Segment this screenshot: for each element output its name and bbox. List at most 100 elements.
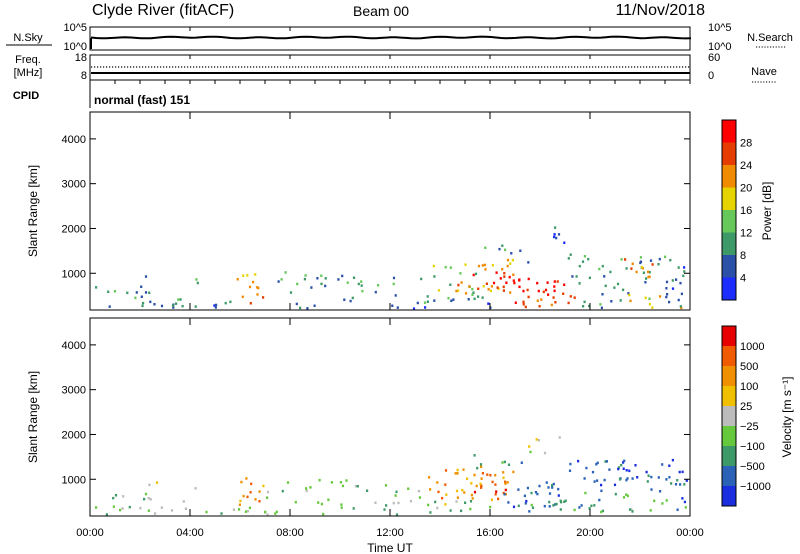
heatmap-cell bbox=[343, 298, 346, 301]
heatmap-cell bbox=[563, 500, 566, 503]
heatmap-cell bbox=[635, 270, 638, 274]
heatmap-cell bbox=[603, 275, 606, 278]
heatmap-cell bbox=[627, 292, 630, 295]
heatmap-cell bbox=[527, 277, 530, 281]
heatmap-cell bbox=[507, 463, 511, 466]
heatmap-cell bbox=[396, 306, 399, 309]
heatmap-cell bbox=[591, 470, 595, 474]
heatmap-cell bbox=[281, 489, 284, 493]
heatmap-cell bbox=[305, 487, 308, 490]
heatmap-cell bbox=[659, 295, 662, 298]
heatmap-cell bbox=[345, 479, 348, 482]
heatmap-cell bbox=[671, 287, 675, 290]
velocity-ylabel: Slant Range [km] bbox=[26, 371, 40, 463]
heatmap-cell bbox=[622, 496, 626, 499]
heatmap-cell bbox=[441, 496, 444, 500]
heatmap-cell bbox=[303, 277, 306, 281]
heatmap-cell bbox=[596, 461, 599, 465]
heatmap-cell bbox=[486, 473, 489, 476]
heatmap-cell bbox=[341, 274, 344, 278]
heatmap-cell bbox=[622, 461, 625, 464]
heatmap-cell bbox=[466, 477, 469, 480]
colorbar-segment bbox=[722, 142, 736, 166]
heatmap-cell bbox=[144, 275, 148, 278]
heatmap-cell bbox=[473, 490, 477, 494]
heatmap-cell bbox=[360, 280, 363, 283]
heatmap-cell bbox=[429, 511, 432, 514]
heatmap-cell bbox=[553, 285, 556, 288]
heatmap-cell bbox=[581, 260, 585, 263]
colorbar-segment bbox=[722, 165, 736, 188]
heatmap-cell bbox=[598, 267, 601, 271]
heatmap-cell bbox=[316, 277, 319, 280]
heatmap-cell bbox=[547, 293, 550, 296]
heatmap-cell bbox=[501, 268, 504, 271]
heatmap-cell bbox=[540, 298, 543, 301]
heatmap-cell bbox=[552, 504, 555, 507]
heatmap-cell bbox=[248, 285, 252, 289]
heatmap-cell bbox=[683, 266, 686, 269]
heatmap-cell bbox=[665, 478, 668, 481]
heatmap-cell bbox=[397, 501, 400, 505]
heatmap-cell bbox=[318, 478, 321, 482]
heatmap-cell bbox=[666, 293, 669, 296]
heatmap-cell bbox=[470, 493, 473, 497]
velocity-panel: 1000 2000 3000 4000 Slant Range [km] 1000 50… bbox=[26, 317, 794, 517]
heatmap-cell bbox=[239, 499, 242, 503]
nsearch-label: N.Search bbox=[747, 32, 793, 44]
heatmap-cell bbox=[552, 296, 555, 299]
nave-top-label: 60 bbox=[708, 52, 720, 64]
heatmap-cell bbox=[583, 477, 586, 480]
heatmap-cell bbox=[266, 490, 270, 494]
heatmap-cell bbox=[258, 490, 261, 493]
heatmap-cell bbox=[286, 481, 290, 484]
heatmap-cell bbox=[510, 252, 513, 255]
heatmap-cell bbox=[588, 276, 591, 280]
y-tick-label: 4000 bbox=[62, 134, 86, 146]
heatmap-cell bbox=[182, 500, 185, 503]
heatmap-cell bbox=[330, 481, 333, 484]
heatmap-cell bbox=[609, 270, 612, 274]
heatmap-cell bbox=[573, 508, 576, 512]
heatmap-cell bbox=[538, 484, 541, 488]
heatmap-cell bbox=[679, 483, 682, 486]
colorbar-tick-label: 28 bbox=[740, 138, 752, 150]
heatmap-cell bbox=[530, 491, 533, 495]
heatmap-cell bbox=[196, 281, 199, 285]
heatmap-cell bbox=[337, 278, 340, 281]
heatmap-cell bbox=[264, 510, 267, 514]
x-tick-label: 00:00 bbox=[676, 527, 704, 539]
heatmap-cell bbox=[569, 462, 572, 466]
heatmap-cell bbox=[626, 477, 629, 480]
heatmap-cell bbox=[601, 264, 604, 268]
x-tick-label: 12:00 bbox=[376, 527, 404, 539]
heatmap-cell bbox=[469, 507, 472, 511]
heatmap-cell bbox=[471, 293, 474, 296]
heatmap-cell bbox=[676, 508, 679, 511]
heatmap-cell bbox=[170, 509, 174, 512]
heatmap-cell bbox=[148, 483, 151, 487]
heatmap-cell bbox=[648, 275, 651, 279]
heatmap-cell bbox=[471, 287, 474, 291]
heatmap-cell bbox=[469, 500, 473, 503]
heatmap-cell bbox=[499, 277, 502, 280]
heatmap-cell bbox=[649, 259, 653, 262]
heatmap-cell bbox=[485, 282, 488, 285]
heatmap-cell bbox=[522, 300, 525, 304]
colorbar-tick-label: −25 bbox=[740, 421, 759, 433]
heatmap-cell bbox=[657, 476, 660, 479]
heatmap-cell bbox=[340, 506, 343, 509]
heatmap-cell bbox=[553, 233, 556, 236]
heatmap-cell bbox=[483, 263, 486, 267]
heatmap-cell bbox=[535, 438, 538, 441]
heatmap-cell bbox=[480, 477, 483, 480]
colorbar-tick-label: −100 bbox=[740, 441, 765, 453]
heatmap-cell bbox=[195, 278, 198, 281]
heatmap-cell bbox=[518, 278, 521, 281]
heatmap-cell bbox=[624, 258, 627, 261]
heatmap-cell bbox=[496, 286, 499, 289]
y-tick-label: 2000 bbox=[62, 429, 86, 441]
heatmap-cell bbox=[505, 281, 508, 284]
heatmap-cell bbox=[665, 499, 668, 502]
heatmap-cell bbox=[284, 271, 287, 274]
